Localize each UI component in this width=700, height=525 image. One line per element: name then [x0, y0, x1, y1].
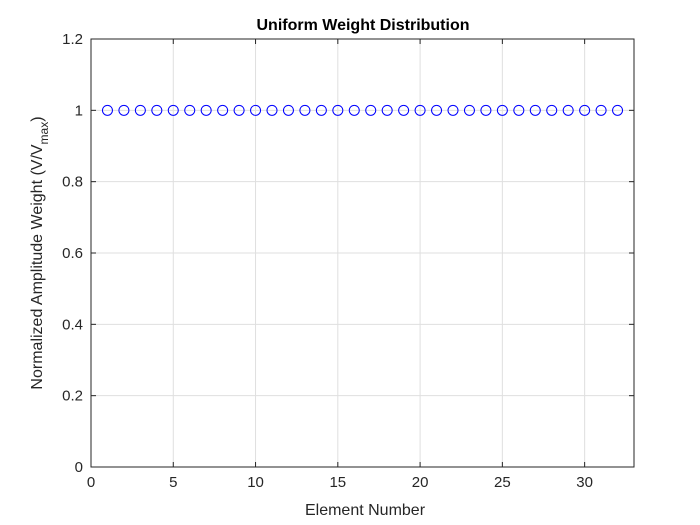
data-point: [217, 104, 229, 116]
y-tick-label: 0.8: [62, 174, 83, 191]
ticks-layer: 0 5 10 15 20 25 30 0 0.2 0.4 0.6 0.8 1 1.2: [62, 31, 634, 491]
data-point: [184, 104, 196, 116]
x-tick-label: 25: [494, 474, 511, 491]
data-point: [365, 104, 377, 116]
y-axis-label-close: ): [29, 116, 46, 121]
x-tick-label: 30: [576, 474, 593, 491]
data-point: [282, 104, 294, 116]
data-point: [496, 104, 508, 116]
markers-layer: [101, 104, 624, 116]
data-point: [299, 104, 311, 116]
data-point: [595, 104, 607, 116]
x-tick-label: 0: [87, 474, 95, 491]
data-point: [332, 104, 344, 116]
x-tick-label: 10: [247, 474, 264, 491]
data-point: [398, 104, 410, 116]
data-point: [250, 104, 262, 116]
data-point: [315, 104, 327, 116]
data-point: [431, 104, 443, 116]
x-tick-label: 15: [329, 474, 346, 491]
data-point: [579, 104, 591, 116]
data-point: [348, 104, 360, 116]
data-point: [266, 104, 278, 116]
data-point: [381, 104, 393, 116]
grid-layer: [90, 38, 634, 468]
data-point: [101, 104, 113, 116]
data-point: [151, 104, 163, 116]
data-point: [447, 104, 459, 116]
y-tick-label: 0: [75, 459, 83, 476]
data-point: [200, 104, 212, 116]
data-point: [118, 104, 130, 116]
chart-title: Uniform Weight Distribution: [256, 17, 469, 34]
data-point: [463, 104, 475, 116]
y-tick-label: 0.4: [62, 316, 83, 333]
data-point: [562, 104, 574, 116]
data-point: [414, 104, 426, 116]
y-axis-label: Normalized Amplitude Weight (V/Vmax): [29, 116, 51, 389]
x-tick-label: 5: [169, 474, 177, 491]
data-point: [513, 104, 525, 116]
data-point: [134, 104, 146, 116]
y-tick-label: 0.6: [62, 245, 83, 262]
x-tick-label: 20: [412, 474, 429, 491]
y-tick-label: 0.2: [62, 388, 83, 405]
x-axis-label: Element Number: [305, 502, 426, 519]
data-point: [167, 104, 179, 116]
y-tick-label: 1: [75, 102, 83, 119]
data-point: [480, 104, 492, 116]
y-axis-label-subscript: max: [37, 122, 51, 145]
data-point: [233, 104, 245, 116]
data-point: [529, 104, 541, 116]
y-axis-label-main: Normalized Amplitude Weight (V/V: [29, 144, 46, 389]
data-point: [612, 104, 624, 116]
data-point: [546, 104, 558, 116]
y-tick-label: 1.2: [62, 31, 83, 48]
